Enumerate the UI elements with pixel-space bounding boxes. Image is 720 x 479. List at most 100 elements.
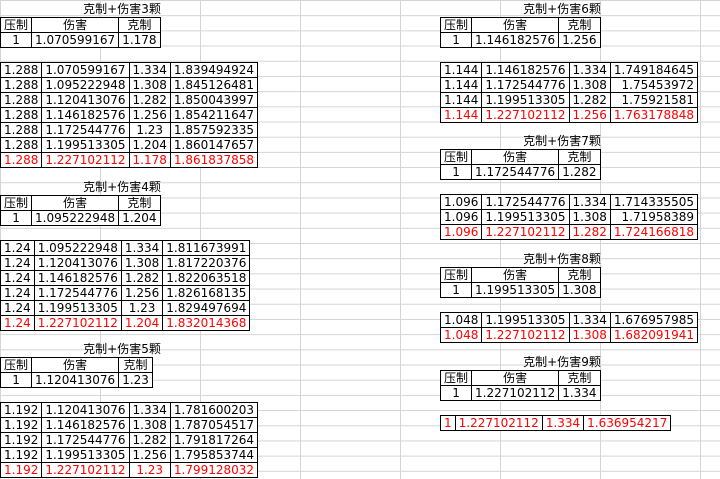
cell[interactable]: 1.256 — [120, 285, 164, 301]
cell[interactable]: 1.24 — [0, 270, 35, 286]
cell[interactable]: 1.24 — [0, 240, 35, 256]
cell[interactable]: 1.256 — [568, 107, 611, 123]
cell[interactable]: 1.334 — [568, 312, 611, 328]
cell[interactable]: 1.787054517 — [169, 417, 259, 433]
cell[interactable]: 1.24 — [0, 285, 35, 301]
cell[interactable]: 1.096 — [439, 209, 483, 225]
cell[interactable]: 1.24 — [0, 255, 35, 271]
cell[interactable]: 1.763178848 — [609, 107, 699, 123]
cell[interactable]: 1 — [0, 32, 33, 48]
cell[interactable]: 1.23 — [118, 372, 153, 388]
cell[interactable]: 1.282 — [128, 432, 171, 448]
header-cell[interactable]: 克制 — [558, 267, 601, 283]
cell[interactable]: 1.75921581 — [609, 92, 699, 108]
cell[interactable]: 1.178 — [118, 32, 161, 48]
cell[interactable]: 1.23 — [120, 300, 164, 316]
cell[interactable]: 1.714335505 — [609, 194, 699, 210]
cell[interactable]: 1.839494924 — [169, 62, 259, 78]
cell[interactable]: 1.227102112 — [471, 385, 560, 401]
header-cell[interactable]: 伤害 — [31, 357, 120, 373]
cell[interactable]: 1.288 — [0, 62, 43, 78]
header-cell[interactable]: 伤害 — [31, 17, 120, 33]
cell[interactable]: 1.334 — [128, 402, 171, 418]
cell[interactable]: 1.826168135 — [162, 285, 251, 301]
cell[interactable]: 1.178 — [128, 152, 171, 168]
cell[interactable]: 1.288 — [0, 77, 43, 93]
cell[interactable]: 1.204 — [128, 137, 171, 153]
cell[interactable]: 1.811673991 — [162, 240, 251, 256]
header-cell[interactable]: 克制 — [558, 149, 601, 165]
cell[interactable]: 1.282 — [558, 164, 601, 180]
cell[interactable]: 1 — [0, 210, 33, 226]
cell[interactable]: 1.120413076 — [31, 372, 120, 388]
cell[interactable]: 1.144 — [439, 107, 483, 123]
cell[interactable]: 1.256 — [558, 32, 601, 48]
cell[interactable]: 1.120413076 — [41, 92, 130, 108]
cell[interactable]: 1 — [439, 164, 473, 180]
cell[interactable]: 1.334 — [128, 62, 171, 78]
cell[interactable]: 1.192 — [0, 447, 43, 463]
cell[interactable]: 1.095222948 — [31, 210, 120, 226]
cell[interactable]: 1.676957985 — [609, 312, 699, 328]
cell[interactable]: 1.192 — [0, 402, 43, 418]
header-cell[interactable]: 克制 — [558, 17, 601, 33]
cell[interactable]: 1.850043997 — [169, 92, 259, 108]
cell[interactable]: 1.288 — [0, 122, 43, 138]
header-cell[interactable]: 压制 — [0, 195, 33, 211]
cell[interactable]: 1.096 — [439, 194, 483, 210]
cell[interactable]: 1.144 — [439, 62, 483, 78]
cell[interactable]: 1.120413076 — [41, 402, 130, 418]
header-cell[interactable]: 压制 — [0, 357, 33, 373]
cell[interactable]: 1.860147657 — [169, 137, 259, 153]
cell[interactable]: 1.308 — [128, 77, 171, 93]
cell[interactable]: 1.682091941 — [609, 327, 699, 343]
cell[interactable]: 1.24 — [0, 300, 35, 316]
cell[interactable]: 1.199513305 — [471, 282, 560, 298]
cell[interactable]: 1.334 — [541, 415, 585, 431]
cell[interactable]: 1.832014368 — [162, 315, 251, 331]
cell[interactable]: 1.227102112 — [481, 327, 570, 343]
cell[interactable]: 1.172544776 — [41, 432, 130, 448]
cell[interactable]: 1.334 — [558, 385, 601, 401]
cell[interactable]: 1.095222948 — [41, 77, 130, 93]
cell[interactable]: 1.288 — [0, 137, 43, 153]
cell[interactable]: 1.288 — [0, 152, 43, 168]
cell[interactable]: 1.199513305 — [41, 137, 130, 153]
cell[interactable]: 1.845126481 — [169, 77, 259, 93]
cell[interactable]: 1.799128032 — [169, 462, 259, 478]
cell[interactable]: 1.334 — [120, 240, 164, 256]
header-cell[interactable]: 克制 — [118, 17, 161, 33]
cell[interactable]: 1.070599167 — [31, 32, 120, 48]
cell[interactable]: 1.199513305 — [481, 209, 570, 225]
cell[interactable]: 1.070599167 — [41, 62, 130, 78]
cell[interactable]: 1 — [439, 32, 473, 48]
cell[interactable]: 1.308 — [568, 77, 611, 93]
header-cell[interactable]: 伤害 — [471, 267, 560, 283]
cell[interactable]: 1.192 — [0, 417, 43, 433]
header-cell[interactable]: 压制 — [439, 149, 473, 165]
cell[interactable]: 1.146182576 — [41, 417, 130, 433]
cell[interactable]: 1.192 — [0, 432, 43, 448]
cell[interactable]: 1.861837858 — [169, 152, 259, 168]
cell[interactable]: 1.817220376 — [162, 255, 251, 271]
header-cell[interactable]: 伤害 — [471, 149, 560, 165]
header-cell[interactable]: 克制 — [558, 370, 601, 386]
cell[interactable]: 1.795853744 — [169, 447, 259, 463]
cell[interactable]: 1.227102112 — [41, 152, 130, 168]
cell[interactable]: 1.282 — [120, 270, 164, 286]
cell[interactable]: 1.749184645 — [609, 62, 699, 78]
cell[interactable]: 1.146182576 — [481, 62, 570, 78]
header-cell[interactable]: 伤害 — [31, 195, 120, 211]
cell[interactable]: 1.146182576 — [471, 32, 560, 48]
header-cell[interactable]: 伤害 — [471, 17, 560, 33]
cell[interactable]: 1.172544776 — [33, 285, 122, 301]
cell[interactable]: 1.75453972 — [609, 77, 699, 93]
cell[interactable]: 1.199513305 — [41, 447, 130, 463]
cell[interactable]: 1.199513305 — [481, 312, 570, 328]
cell[interactable]: 1.256 — [128, 107, 171, 123]
cell[interactable]: 1.227102112 — [481, 224, 570, 240]
cell[interactable]: 1.23 — [128, 462, 171, 478]
cell[interactable]: 1.724166818 — [609, 224, 699, 240]
cell[interactable]: 1.282 — [568, 92, 611, 108]
cell[interactable]: 1.334 — [568, 62, 611, 78]
